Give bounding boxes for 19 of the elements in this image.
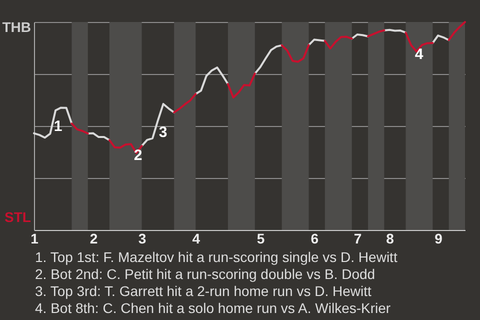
x-tick-label: 4 xyxy=(192,230,200,246)
annotation: 1 xyxy=(54,118,62,135)
x-tick-label: 5 xyxy=(256,230,265,246)
text: THB xyxy=(2,19,31,35)
x-tick-label: 9 xyxy=(434,230,443,246)
x-tick-label: 3 xyxy=(138,230,146,246)
text: STL xyxy=(4,209,32,225)
x-tick-label: 7 xyxy=(354,230,362,246)
annotation: 4 xyxy=(414,46,424,63)
text: 3. Top 3rd: T. Garrett hit a 2-run home run vs D. Hewitt xyxy=(35,283,372,300)
x-tick-label: 8 xyxy=(386,230,394,246)
text: 1. Top 1st: F. Mazeltov hit a run-scoring single vs D. Hewitt xyxy=(35,249,398,266)
text: 2. Bot 2nd: C. Petit hit a run-scoring double vs B. Dodd xyxy=(35,266,376,283)
annotation: 3 xyxy=(158,124,168,141)
annotation: 2 xyxy=(134,147,142,164)
x-tick-label: 6 xyxy=(310,230,319,246)
x-tick-label: 1 xyxy=(30,230,39,246)
x-tick-label: 2 xyxy=(90,230,98,246)
text: 4. Bot 8th: C. Chen hit a solo home run vs A. Wilkes-Krier xyxy=(35,300,392,317)
